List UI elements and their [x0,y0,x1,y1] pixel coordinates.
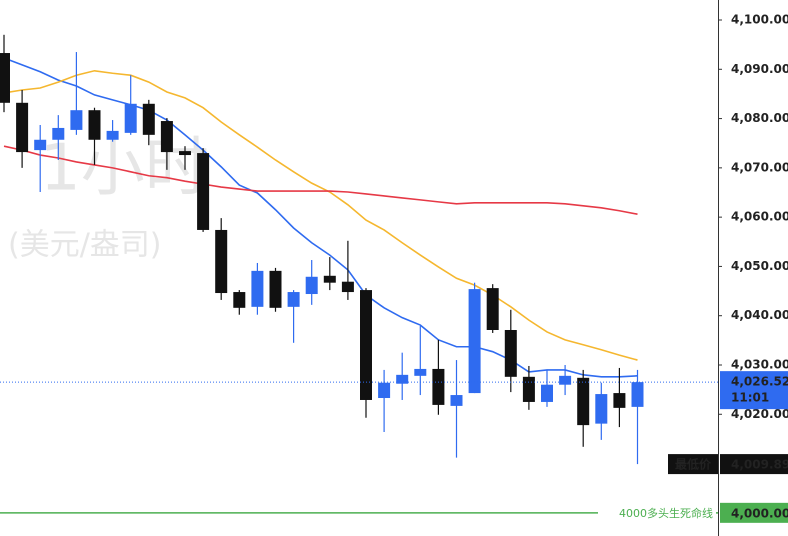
watermark-text: (美元/盎司) [8,228,162,263]
candle-body [160,121,173,153]
level-label: 4000多头生死命线 [619,506,713,520]
y-tick-label: 4,080.00 [731,111,788,125]
watermark: 1小时 (美元/盎司) [8,132,209,263]
candle-body [486,288,499,330]
low-value-bg [720,454,788,475]
candle-body [215,229,228,294]
candle-body [70,110,83,130]
candle-body [541,384,553,402]
candle-body [287,292,300,307]
low-value: 4,009.89 [731,458,788,472]
candle-body [631,382,644,407]
level-label-bg [598,504,716,521]
candle-body [341,281,354,293]
y-tick-label: 4,020.00 [731,407,788,421]
candle-body [360,290,372,400]
candle-body [106,130,119,140]
watermark-text: 1小时 [40,132,209,206]
candle-body [34,139,47,151]
low-label: 最低价 [675,457,712,472]
candle-body [142,103,155,135]
candle-body [197,153,210,230]
price-label: 4,026.52 [731,375,788,389]
level-value-bg [720,502,788,523]
moving-average [3,145,638,215]
candle-body [468,289,481,394]
candle-body [88,110,101,140]
candle-body [504,329,517,377]
candle-body [577,377,590,426]
candle-body [378,382,391,399]
y-tick-label: 4,060.00 [731,210,788,224]
candle-body [305,276,318,295]
low-label-bg [668,454,718,475]
candle-body [0,53,10,103]
candle-body [251,270,264,307]
candle-body [450,395,463,406]
candle-body [16,102,29,153]
candle-body [613,393,626,408]
y-tick-label: 4,030.00 [731,357,788,371]
candle-body [522,376,535,402]
candle-body [396,374,409,384]
y-tick-label: 4,090.00 [731,62,788,76]
candle-body [124,103,137,133]
candle-body [269,270,282,308]
candle-body [179,151,191,156]
y-tick-label: 4,070.00 [731,160,788,174]
moving-average [3,57,638,378]
candle-body [432,368,445,405]
y-tick-label: 4,100.00 [731,13,788,27]
y-tick-label: 4,040.00 [731,308,788,322]
candle-body [559,375,572,385]
candle-body [52,127,65,140]
candle-body [233,292,246,308]
candle-body [323,275,336,283]
price-label-bg [720,371,788,410]
candle-body [595,394,608,424]
price-countdown: 11:01 [731,391,769,405]
level-value: 4,000.00 [731,506,788,520]
moving-average [3,69,638,361]
candle-body [414,368,427,376]
y-tick-label: 4,050.00 [731,259,788,273]
